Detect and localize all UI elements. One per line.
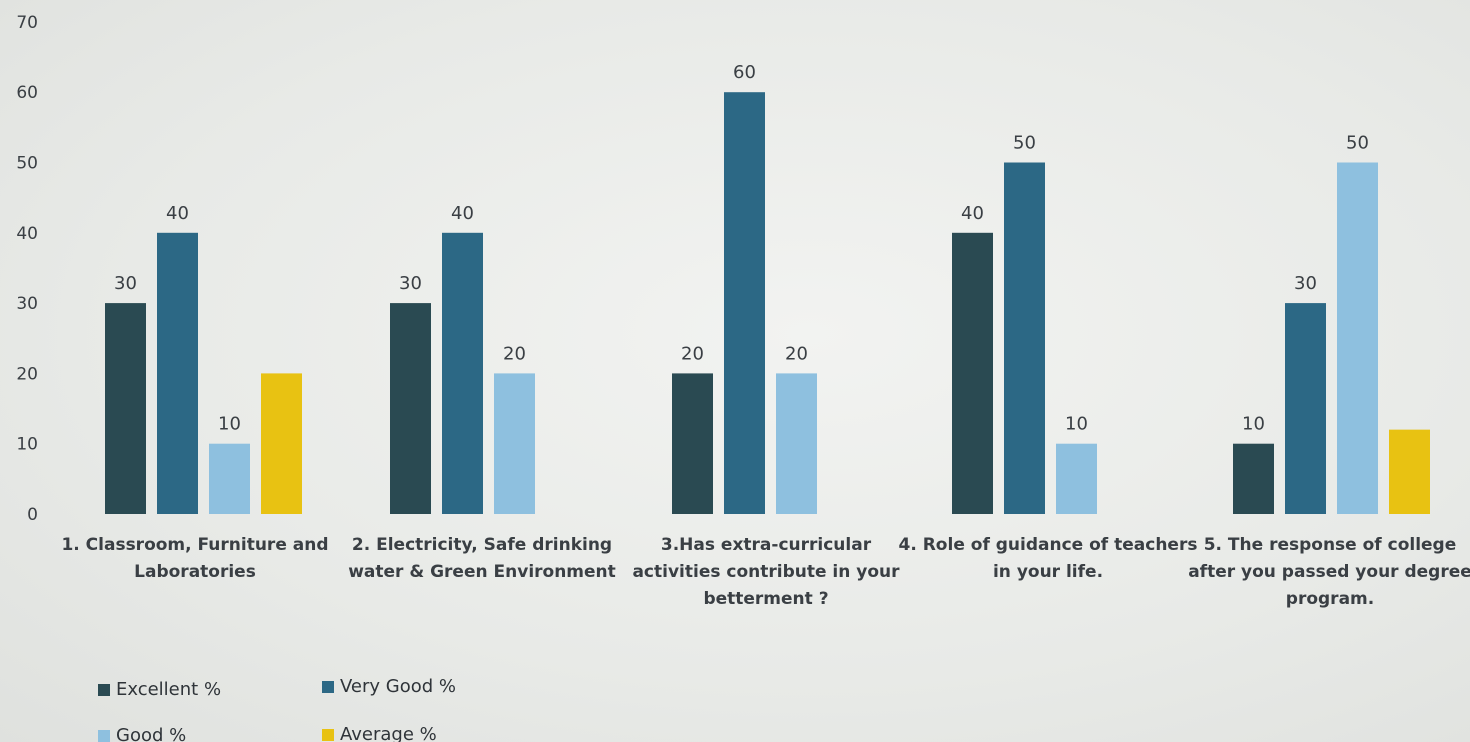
y-tick-label: 30 — [16, 294, 38, 314]
bar — [724, 92, 765, 514]
data-label: 20 — [503, 343, 526, 364]
bar — [442, 232, 483, 515]
bar — [1056, 443, 1097, 514]
category-label: Laboratories — [134, 562, 256, 582]
category-label: 3.Has extra-curricular — [661, 535, 872, 555]
data-label: 40 — [166, 203, 189, 224]
category-label: water & Green Environment — [348, 562, 616, 582]
legend-label-excellent: Excellent % — [116, 679, 222, 700]
data-label: 20 — [681, 343, 704, 364]
bar — [390, 303, 431, 514]
legend-swatch-average — [322, 728, 334, 741]
bar — [157, 232, 198, 515]
y-tick-label: 0 — [27, 505, 38, 525]
legend: Excellent % Very Good % Good % Average % — [98, 674, 618, 742]
data-label: 40 — [961, 203, 984, 224]
category-label: program. — [1286, 589, 1374, 609]
data-label: 20 — [785, 343, 808, 364]
category-label: in your life. — [993, 562, 1103, 582]
bar — [1233, 443, 1274, 514]
data-label: 10 — [1242, 414, 1265, 435]
category-label: 2. Electricity, Safe drinking — [352, 535, 612, 555]
legend-swatch-good — [98, 729, 110, 742]
legend-label-good: Good % — [116, 725, 187, 742]
category-label: 1. Classroom, Furniture and — [61, 535, 328, 555]
category-label: betterment ? — [703, 589, 828, 609]
data-label: 30 — [1294, 273, 1317, 294]
y-tick-label: 20 — [16, 364, 38, 384]
data-label: 50 — [1013, 133, 1036, 154]
y-tick-label: 10 — [16, 435, 38, 455]
y-tick-label: 60 — [16, 83, 38, 103]
legend-label-very-good: Very Good % — [340, 676, 456, 697]
bar — [1285, 303, 1326, 514]
category-label: 4. Role of guidance of teachers — [899, 535, 1198, 555]
category-label: 5. The response of college — [1204, 535, 1457, 555]
bar — [494, 373, 535, 514]
y-tick-label: 70 — [16, 13, 38, 33]
bar — [672, 373, 713, 514]
bar — [776, 373, 817, 514]
legend-swatch-very-good — [322, 680, 334, 693]
bar — [1389, 429, 1430, 514]
legend-swatch-excellent — [98, 683, 110, 696]
legend-item-average: Average % — [322, 724, 437, 742]
data-label: 10 — [1065, 414, 1088, 435]
data-label: 30 — [114, 273, 137, 294]
legend-item-good: Good % — [98, 725, 186, 742]
data-label: 30 — [399, 273, 422, 294]
y-tick-label: 40 — [16, 224, 38, 244]
legend-label-average: Average % — [340, 724, 437, 742]
category-label: after you passed your degree — [1188, 562, 1470, 582]
legend-item-very-good: Very Good % — [322, 676, 456, 697]
bar — [105, 303, 146, 514]
bar — [1337, 162, 1378, 514]
bar — [209, 443, 250, 514]
data-label: 10 — [218, 414, 241, 435]
category-label: activities contribute in your — [632, 562, 900, 582]
data-label: 40 — [451, 203, 474, 224]
bar — [261, 373, 302, 514]
bar — [952, 232, 993, 515]
data-label: 50 — [1346, 133, 1369, 154]
bar — [1004, 162, 1045, 514]
data-label: 60 — [733, 62, 756, 83]
legend-item-excellent: Excellent % — [98, 679, 221, 700]
y-tick-label: 50 — [16, 154, 38, 174]
